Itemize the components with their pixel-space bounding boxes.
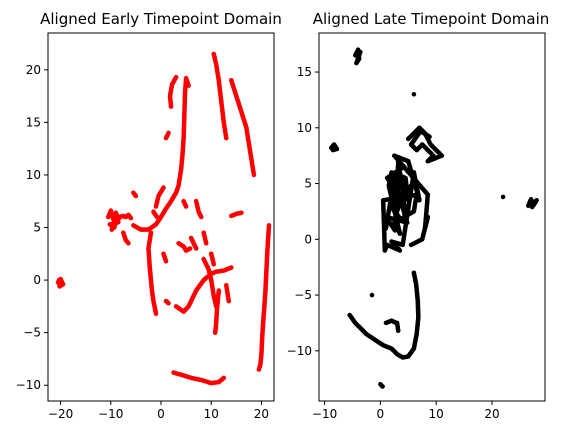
late-y-tick-label: 5	[304, 177, 312, 191]
early-data-point	[187, 246, 193, 251]
early-data-point	[161, 251, 166, 257]
late-data-point	[355, 51, 360, 57]
late-data-point	[330, 147, 336, 153]
early-x-ticks: −20 −10 0 10 20	[48, 401, 269, 421]
early-data-point	[133, 193, 139, 199]
early-points	[55, 51, 272, 386]
late-data-point	[411, 92, 417, 97]
early-x-tick-label: −20	[48, 407, 73, 421]
early-data-point	[229, 265, 234, 270]
early-y-tick-label: 20	[26, 63, 41, 77]
early-data-point	[221, 375, 227, 381]
early-data-point	[126, 241, 131, 246]
early-chart-title: Aligned Early Timepoint Domain	[40, 10, 282, 28]
early-y-tick-label: −5	[23, 326, 41, 340]
late-y-tick-label: 10	[297, 121, 312, 135]
early-data-point	[161, 185, 166, 190]
early-y-tick-label: 5	[33, 221, 41, 235]
late-data-point	[369, 292, 375, 298]
early-data-point	[251, 172, 257, 178]
early-y-tick-label: 10	[26, 168, 41, 182]
early-y-ticks: −10 −5 0 5 10 15 20	[16, 63, 48, 392]
late-x-ticks: −10 0 10 20	[312, 401, 500, 421]
late-y-ticks: −10 −5 0 5 10 15	[287, 65, 319, 358]
early-data-point	[198, 214, 204, 220]
late-x-tick-label: 0	[377, 407, 385, 421]
early-data-point	[239, 210, 244, 216]
early-data-point	[256, 367, 262, 372]
early-data-point	[212, 330, 218, 336]
early-data-point	[193, 246, 199, 251]
early-x-tick-label: 10	[204, 407, 219, 421]
early-x-tick-label: 20	[254, 407, 269, 421]
early-data-point	[186, 83, 191, 88]
early-data-point	[128, 215, 134, 221]
early-y-tick-label: 15	[26, 115, 41, 129]
late-y-tick-label: −5	[294, 288, 312, 302]
late-data-point	[395, 328, 401, 334]
early-x-tick-label: −10	[98, 407, 123, 421]
late-data-point	[380, 384, 385, 389]
late-chart-title: Aligned Late Timepoint Domain	[313, 10, 550, 28]
late-y-tick-label: 0	[304, 232, 312, 246]
early-data-point	[226, 298, 232, 304]
late-data-point	[411, 270, 417, 276]
early-data-point	[59, 280, 64, 286]
early-x-tick-label: 0	[157, 407, 165, 421]
late-data-point	[500, 194, 506, 200]
late-y-tick-label: −10	[287, 344, 312, 358]
early-data-point	[154, 214, 160, 220]
early-data-point	[211, 262, 216, 267]
late-x-tick-label: −10	[312, 407, 337, 421]
late-data-point	[529, 204, 535, 210]
early-data-point	[203, 241, 209, 246]
early-y-tick-label: −10	[16, 378, 41, 392]
early-data-point	[153, 311, 159, 317]
early-timepoint-panel: Aligned Early Timepoint Domain −20 −10 0 10…	[16, 10, 282, 421]
early-y-tick-label: 0	[33, 273, 41, 287]
early-data-point	[224, 135, 229, 141]
late-x-tick-label: 10	[429, 407, 444, 421]
late-x-tick-label: 20	[484, 407, 499, 421]
early-data-point	[173, 74, 179, 80]
early-data-point	[166, 300, 171, 306]
early-data-point	[183, 204, 189, 209]
late-data-point	[408, 242, 414, 248]
late-plot-frame	[318, 32, 546, 402]
late-y-tick-label: 15	[297, 65, 312, 79]
late-timepoint-panel: Aligned Late Timepoint Domain −10 0 10 20 −…	[287, 10, 550, 421]
late-data-point	[427, 134, 432, 139]
early-data-point	[166, 130, 171, 136]
late-points	[329, 47, 539, 389]
